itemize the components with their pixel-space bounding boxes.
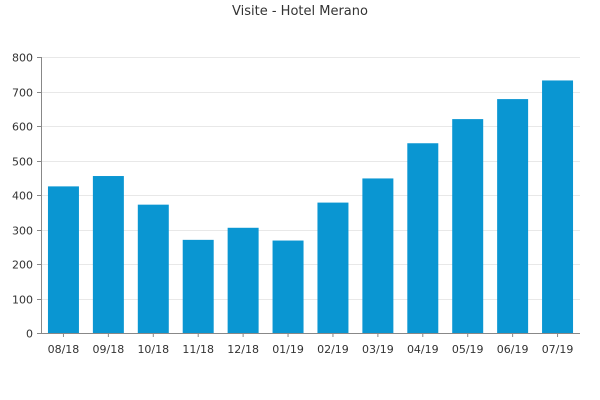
x-tick-labels: 08/18 09/18 10/18 11/18 12/18 01/19 02/19 03/19… [48,343,574,356]
x-tick-label: 03/19 [362,343,394,356]
x-tick-label: 08/18 [48,343,80,356]
bar [92,176,124,333]
bars [47,80,574,334]
y-tick-labels: 0 100 200 300 400 500 600 700 800 [12,52,33,341]
x-tick-label: 02/19 [317,343,349,356]
bar [182,239,214,333]
bar [407,143,439,333]
chart-title: Visite - Hotel Merano [232,4,368,19]
x-tick-label: 10/18 [137,343,169,356]
x-tick-label: 07/19 [542,343,574,356]
grid-lines [41,57,580,300]
x-tick-label: 11/18 [182,343,214,356]
y-tick-label: 0 [26,328,33,341]
x-tick-label: 01/19 [272,343,304,356]
bar [497,99,529,333]
y-tick-label: 500 [12,156,33,169]
y-tick-label: 800 [12,52,33,65]
y-tick-label: 100 [12,294,33,307]
bar [47,186,79,334]
y-tick-label: 600 [12,121,33,134]
y-tick-label: 300 [12,225,33,238]
axes [37,57,580,337]
y-tick-label: 700 [12,87,33,100]
bar [542,80,574,334]
bar [317,202,349,333]
x-tick-label: 12/18 [227,343,259,356]
y-tick-label: 200 [12,259,33,272]
y-tick-label: 400 [12,190,33,203]
bar [452,119,484,333]
x-tick-label: 05/19 [452,343,484,356]
bar [227,227,259,333]
bar [272,240,304,333]
bar [362,178,394,333]
bar [137,204,169,333]
x-tick-label: 06/19 [497,343,529,356]
x-tick-label: 09/18 [93,343,125,356]
x-tick-label: 04/19 [407,343,439,356]
